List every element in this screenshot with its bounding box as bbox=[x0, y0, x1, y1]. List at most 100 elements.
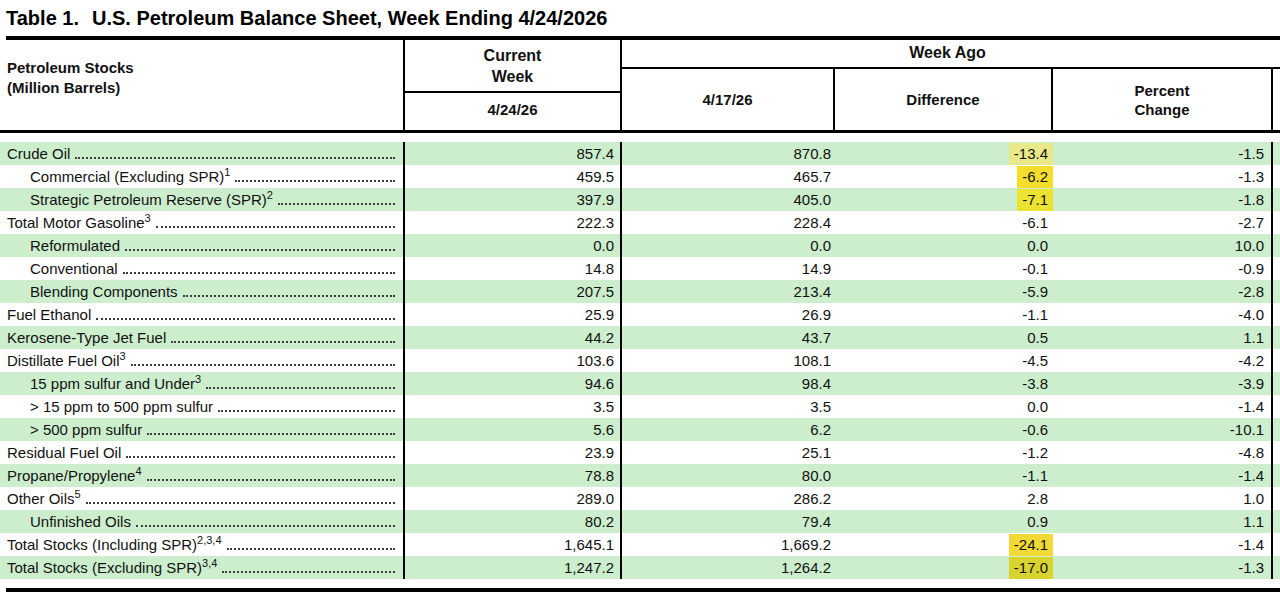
cell-difference: -1.1 bbox=[835, 303, 1053, 326]
cell-difference: -0.6 bbox=[835, 418, 1053, 441]
footnote-ref: 3 bbox=[195, 373, 201, 385]
cell-week-ago: 465.7 bbox=[622, 165, 835, 188]
cell-percent-change: -4.0 bbox=[1053, 303, 1273, 326]
table-row: Blending Components207.5213.4-5.9-2.8 bbox=[0, 280, 1280, 303]
dot-leader bbox=[136, 510, 395, 527]
dot-leader bbox=[235, 165, 395, 182]
cell-percent-change: -4.2 bbox=[1053, 349, 1273, 372]
row-label: Strategic Petroleum Reserve (SPR)2 bbox=[30, 188, 273, 211]
row-label: Total Stocks (Excluding SPR)3,4 bbox=[7, 556, 217, 579]
footnote-ref: 3 bbox=[120, 350, 126, 362]
footnote-ref: 1 bbox=[224, 166, 230, 178]
cell-percent-change: -1.3 bbox=[1053, 556, 1273, 579]
cell-difference: -6.2 bbox=[835, 165, 1053, 188]
stub-line1: Petroleum Stocks bbox=[7, 58, 403, 78]
table-row: > 500 ppm sulfur5.66.2-0.6-10.1 bbox=[0, 418, 1280, 441]
dot-leader bbox=[156, 211, 395, 228]
table-row: Total Stocks (Excluding SPR)3,4 1,247.21,… bbox=[0, 556, 1280, 579]
cell-week-ago: 228.4 bbox=[622, 211, 835, 234]
cell-week-ago: 26.9 bbox=[622, 303, 835, 326]
table-row: Distillate Fuel Oil3103.6108.1-4.5-4.2 bbox=[0, 349, 1280, 372]
cell-percent-change: -1.5 bbox=[1053, 142, 1273, 165]
week-ago-date: 4/17/26 bbox=[622, 69, 835, 130]
table-row: Propane/Propylene478.880.0-1.1-1.4 bbox=[0, 464, 1280, 487]
cell-current-week: 103.6 bbox=[405, 349, 622, 372]
row-label: Unfinished Oils bbox=[30, 510, 131, 533]
cell-week-ago: 1,669.2 bbox=[622, 533, 835, 556]
dot-leader bbox=[206, 372, 395, 389]
table-body: Crude Oil857.4870.8-13.4-1.5Commercial (… bbox=[0, 142, 1280, 579]
cell-percent-change: -10.1 bbox=[1053, 418, 1273, 441]
cell-label: Total Stocks (Excluding SPR)3,4 bbox=[0, 556, 405, 579]
dot-leader bbox=[147, 418, 395, 435]
row-sliver bbox=[1273, 165, 1280, 188]
cell-percent-change: -3.9 bbox=[1053, 372, 1273, 395]
table-title-main: U.S. Petroleum Balance Sheet, Week Endin… bbox=[92, 7, 607, 29]
table-row: 15 ppm sulfur and Under394.698.4-3.8-3.9 bbox=[0, 372, 1280, 395]
row-label: Kerosene-Type Jet Fuel bbox=[7, 326, 166, 349]
table-row: Other Oils5289.0286.22.81.0 bbox=[0, 487, 1280, 510]
row-label: Other Oils5 bbox=[7, 487, 81, 510]
row-sliver bbox=[1273, 234, 1280, 257]
table-row: Unfinished Oils80.279.40.91.1 bbox=[0, 510, 1280, 533]
cell-week-ago: 213.4 bbox=[622, 280, 835, 303]
cell-difference: -4.5 bbox=[835, 349, 1053, 372]
footnote-ref: 2 bbox=[267, 189, 273, 201]
cell-week-ago: 98.4 bbox=[622, 372, 835, 395]
cell-current-week: 397.9 bbox=[405, 188, 622, 211]
cell-difference: -3.8 bbox=[835, 372, 1053, 395]
cell-percent-change: -4.8 bbox=[1053, 441, 1273, 464]
cell-difference: 0.0 bbox=[835, 395, 1053, 418]
row-label: Crude Oil bbox=[7, 142, 70, 165]
cell-current-week: 0.0 bbox=[405, 234, 622, 257]
cell-current-week: 23.9 bbox=[405, 441, 622, 464]
cell-current-week: 14.8 bbox=[405, 257, 622, 280]
cell-week-ago: 286.2 bbox=[622, 487, 835, 510]
cell-percent-change: -1.3 bbox=[1053, 165, 1273, 188]
cell-difference: -13.4 bbox=[835, 142, 1053, 165]
highlighted-difference: -24.1 bbox=[1009, 534, 1053, 556]
cell-week-ago: 3.5 bbox=[622, 395, 835, 418]
dot-leader bbox=[171, 326, 395, 343]
cell-week-ago: 79.4 bbox=[622, 510, 835, 533]
percent-change-header: Percent Change bbox=[1053, 69, 1273, 130]
current-week-date: 4/24/26 bbox=[405, 93, 620, 130]
header-gap bbox=[0, 133, 1280, 142]
row-sliver bbox=[1273, 487, 1280, 510]
cell-label: > 15 ppm to 500 ppm sulfur bbox=[0, 395, 405, 418]
table-row: > 15 ppm to 500 ppm sulfur3.53.50.0-1.4 bbox=[0, 395, 1280, 418]
cell-label: Propane/Propylene4 bbox=[0, 464, 405, 487]
table-row: Total Motor Gasoline3222.3228.4-6.1-2.7 bbox=[0, 211, 1280, 234]
row-label: Propane/Propylene4 bbox=[7, 464, 142, 487]
table-row: Reformulated0.00.00.010.0 bbox=[0, 234, 1280, 257]
petroleum-balance-sheet-table: Table 1. U.S. Petroleum Balance Sheet, We… bbox=[0, 0, 1280, 599]
cell-current-week: 289.0 bbox=[405, 487, 622, 510]
cell-difference: 0.0 bbox=[835, 234, 1053, 257]
cell-week-ago: 1,264.2 bbox=[622, 556, 835, 579]
cell-week-ago: 43.7 bbox=[622, 326, 835, 349]
cell-week-ago: 6.2 bbox=[622, 418, 835, 441]
table-row: Commercial (Excluding SPR)1459.5465.7-6.… bbox=[0, 165, 1280, 188]
cell-label: Strategic Petroleum Reserve (SPR)2 bbox=[0, 188, 405, 211]
cell-percent-change: -1.4 bbox=[1053, 464, 1273, 487]
table-row: Conventional14.814.9-0.1-0.9 bbox=[0, 257, 1280, 280]
cell-current-week: 1,247.2 bbox=[405, 556, 622, 579]
cell-week-ago: 14.9 bbox=[622, 257, 835, 280]
row-label: > 15 ppm to 500 ppm sulfur bbox=[30, 395, 213, 418]
cell-label: Distillate Fuel Oil3 bbox=[0, 349, 405, 372]
cell-difference: -6.1 bbox=[835, 211, 1053, 234]
table-title-prefix: Table 1. bbox=[6, 7, 79, 29]
cell-current-week: 44.2 bbox=[405, 326, 622, 349]
cell-label: Total Stocks (Including SPR)2,3,4 bbox=[0, 533, 405, 556]
cell-week-ago: 0.0 bbox=[622, 234, 835, 257]
table-row: Residual Fuel Oil23.925.1-1.2-4.8 bbox=[0, 441, 1280, 464]
cell-week-ago: 25.1 bbox=[622, 441, 835, 464]
dot-leader bbox=[222, 556, 395, 573]
cell-percent-change: -2.8 bbox=[1053, 280, 1273, 303]
cell-label: Residual Fuel Oil bbox=[0, 441, 405, 464]
row-label: Commercial (Excluding SPR)1 bbox=[30, 165, 230, 188]
row-sliver bbox=[1273, 280, 1280, 303]
cell-current-week: 222.3 bbox=[405, 211, 622, 234]
dot-leader bbox=[218, 395, 395, 412]
row-sliver bbox=[1273, 372, 1280, 395]
